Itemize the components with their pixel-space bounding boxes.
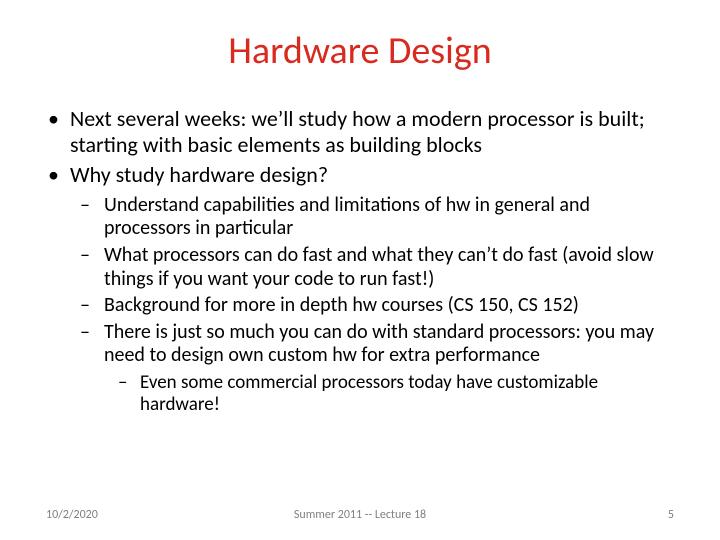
footer-center: Summer 2011 -- Lecture 18 xyxy=(294,508,426,522)
slide-body: Next several weeks: we’ll study how a mo… xyxy=(46,106,674,417)
slide-title: Hardware Design xyxy=(46,28,674,74)
bullet-text: Understand capabilities and limitations … xyxy=(104,193,590,241)
subsub-bullet-item: Even some commercial processors today ha… xyxy=(116,372,674,417)
bullet-text: Why study hardware design? xyxy=(70,161,328,188)
sub-bullet-item: There is just so much you can do with st… xyxy=(78,321,674,417)
bullet-text: What processors can do fast and what the… xyxy=(104,243,654,291)
bullet-item: Next several weeks: we’ll study how a mo… xyxy=(46,106,674,158)
bullet-text: Background for more in depth hw courses … xyxy=(104,293,579,317)
sub-bullet-item: What processors can do fast and what the… xyxy=(78,244,674,291)
sub-bullet-item: Understand capabilities and limitations … xyxy=(78,194,674,241)
subsub-bullet-list: Even some commercial processors today ha… xyxy=(104,372,674,417)
bullet-list: Next several weeks: we’ll study how a mo… xyxy=(46,106,674,417)
bullet-text: There is just so much you can do with st… xyxy=(104,320,654,368)
bullet-item: Why study hardware design? Understand ca… xyxy=(46,162,674,417)
slide-footer: 10/2/2020 Summer 2011 -- Lecture 18 5 xyxy=(0,508,720,522)
sub-bullet-item: Background for more in depth hw courses … xyxy=(78,294,674,318)
footer-page: 5 xyxy=(668,508,674,522)
slide: Hardware Design Next several weeks: we’l… xyxy=(0,0,720,540)
bullet-text: Next several weeks: we’ll study how a mo… xyxy=(70,105,645,158)
sub-bullet-list: Understand capabilities and limitations … xyxy=(70,194,674,417)
footer-date: 10/2/2020 xyxy=(46,508,98,522)
bullet-text: Even some commercial processors today ha… xyxy=(140,371,598,416)
